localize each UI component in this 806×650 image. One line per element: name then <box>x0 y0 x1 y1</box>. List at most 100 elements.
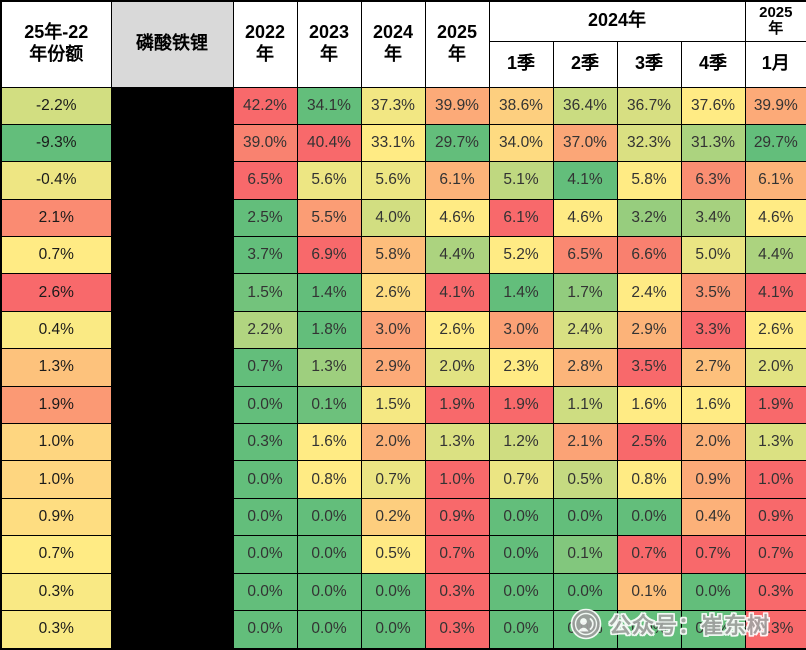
share-value-cell: 0.9% <box>424 497 490 537</box>
share-value-cell: 0.8% <box>296 460 362 499</box>
share-value-cell: 32.3% <box>616 123 682 163</box>
share-value-cell: 5.2% <box>488 236 554 275</box>
header-2024-quarters-group: 2024年 <box>488 0 746 42</box>
share-value-cell: 0.1% <box>552 535 618 574</box>
header-year-2022: 2022 年 <box>232 0 298 88</box>
share-value-cell: 3.0% <box>360 310 426 350</box>
share-value-cell: 2.0% <box>360 423 426 462</box>
share-value-cell: 0.3% <box>424 609 490 650</box>
share-value-cell: 2.8% <box>552 348 618 387</box>
share-value-cell: 0.0% <box>552 572 618 611</box>
share-value-cell: 3.7% <box>232 236 298 275</box>
share-value-cell: 1.6% <box>680 385 746 425</box>
share-value-cell: 1.9% <box>744 385 806 425</box>
header-year-2025: 2025 年 <box>424 0 490 88</box>
share-value-cell: 1.1% <box>552 385 618 425</box>
share-value-cell: 0.1% <box>616 572 682 611</box>
share-value-cell: 1.8% <box>296 310 362 350</box>
manufacturer-name-redacted <box>110 535 234 574</box>
share-value-cell: 40.4% <box>296 123 362 163</box>
share-change-cell: 0.7% <box>0 535 112 574</box>
share-value-cell: 0.7% <box>232 348 298 387</box>
share-value-cell: 0.3% <box>744 572 806 611</box>
share-value-cell: 0.0% <box>488 609 554 650</box>
share-value-cell: 1.5% <box>232 273 298 312</box>
share-value-cell: 1.5% <box>360 385 426 425</box>
share-value-cell: 0.0% <box>232 497 298 537</box>
share-value-cell: 4.1% <box>552 161 618 200</box>
share-value-cell: 1.6% <box>616 385 682 425</box>
share-change-cell: 0.4% <box>0 310 112 350</box>
share-change-cell: 1.9% <box>0 385 112 425</box>
share-value-cell: 0.3% <box>424 572 490 611</box>
share-value-cell: 0.8% <box>616 460 682 499</box>
header-year-2023: 2023 年 <box>296 0 362 88</box>
table-row: -9.3% 39.0% 40.4% 33.1% 29.7% 34.0% 37.0% 32.3%… <box>0 123 806 163</box>
header-category: 磷酸铁锂 <box>110 0 234 88</box>
share-value-cell: 0.0% <box>232 385 298 425</box>
table-row: -0.4% 6.5% 5.6% 5.6% 6.1% 5.1% 4.1% 5.8% 6.3% 6.1… <box>0 161 806 200</box>
share-change-cell: -2.2% <box>0 86 112 125</box>
share-value-cell: 3.5% <box>680 273 746 312</box>
share-value-cell: 2.4% <box>616 273 682 312</box>
share-value-cell: 0.0% <box>552 497 618 537</box>
share-value-cell: 36.4% <box>552 86 618 125</box>
share-value-cell: 2.3% <box>488 348 554 387</box>
share-value-cell: 0.0% <box>360 609 426 650</box>
share-value-cell: 38.6% <box>488 86 554 125</box>
share-value-cell: 0.0% <box>616 609 682 650</box>
share-value-cell: 5.8% <box>616 161 682 200</box>
share-change-cell: 0.3% <box>0 572 112 611</box>
table-row: 1.0% 0.3% 1.6% 2.0% 1.3% 1.2% 2.1% 2.5% 2.0% 1.3% <box>0 423 806 462</box>
manufacturer-name-redacted <box>110 123 234 163</box>
share-change-cell: -9.3% <box>0 123 112 163</box>
share-value-cell: 0.0% <box>616 497 682 537</box>
share-value-cell: 0.7% <box>488 460 554 499</box>
share-value-cell: 1.3% <box>296 348 362 387</box>
manufacturer-name-redacted <box>110 161 234 200</box>
share-value-cell: 1.0% <box>424 460 490 499</box>
share-value-cell: 39.9% <box>744 86 806 125</box>
share-value-cell: 3.2% <box>616 198 682 238</box>
share-change-cell: -0.4% <box>0 161 112 200</box>
share-value-cell: 5.6% <box>360 161 426 200</box>
share-value-cell: 36.7% <box>616 86 682 125</box>
share-value-cell: 0.0% <box>232 572 298 611</box>
share-value-cell: 1.9% <box>488 385 554 425</box>
share-value-cell: 0.7% <box>744 535 806 574</box>
share-value-cell: 3.3% <box>680 310 746 350</box>
manufacturer-name-redacted <box>110 236 234 275</box>
share-value-cell: 1.7% <box>552 273 618 312</box>
table-row: 0.7% 0.0% 0.0% 0.5% 0.7% 0.0% 0.1% 0.7% 0.7% 0.7% <box>0 535 806 574</box>
share-change-cell: 0.3% <box>0 609 112 650</box>
share-value-cell: 39.0% <box>232 123 298 163</box>
table-row: 0.4% 2.2% 1.8% 3.0% 2.6% 3.0% 2.4% 2.9% 3.3% 2.6% <box>0 310 806 350</box>
share-value-cell: 2.6% <box>360 273 426 312</box>
table-row: 1.9% 0.0% 0.1% 1.5% 1.9% 1.9% 1.1% 1.6% 1.6% 1.9% <box>0 385 806 425</box>
share-value-cell: 2.5% <box>232 198 298 238</box>
header-quarter-3: 3季 <box>616 40 682 88</box>
share-value-cell: 0.9% <box>744 497 806 537</box>
share-change-cell: 0.7% <box>0 236 112 275</box>
header-quarter-4: 4季 <box>680 40 746 88</box>
table-row: 0.9% 0.0% 0.0% 0.2% 0.9% 0.0% 0.0% 0.0% 0.4% 0.9% <box>0 497 806 537</box>
share-value-cell: 1.3% <box>744 423 806 462</box>
share-value-cell: 42.2% <box>232 86 298 125</box>
share-change-cell: 1.3% <box>0 348 112 387</box>
share-value-cell: 3.4% <box>680 198 746 238</box>
share-value-cell: 2.2% <box>232 310 298 350</box>
table-row: 1.3% 0.7% 1.3% 2.9% 2.0% 2.3% 2.8% 3.5% 2.7% 2.0% <box>0 348 806 387</box>
share-value-cell: 4.1% <box>744 273 806 312</box>
share-value-cell: 37.0% <box>552 123 618 163</box>
share-value-cell: 0.0% <box>232 609 298 650</box>
share-value-cell: 1.3% <box>424 423 490 462</box>
manufacturer-name-redacted <box>110 385 234 425</box>
manufacturer-name-redacted <box>110 572 234 611</box>
table-row: 0.3% 0.0% 0.0% 0.0% 0.3% 0.0% 0.0% 0.0% 0.0% 0.3% <box>0 609 806 650</box>
table-row: 0.3% 0.0% 0.0% 0.0% 0.3% 0.0% 0.0% 0.1% 0.0% 0.3% <box>0 572 806 611</box>
share-value-cell: 6.5% <box>232 161 298 200</box>
share-change-cell: 1.0% <box>0 423 112 462</box>
share-value-cell: 2.7% <box>680 348 746 387</box>
manufacturer-name-redacted <box>110 273 234 312</box>
share-value-cell: 0.7% <box>616 535 682 574</box>
